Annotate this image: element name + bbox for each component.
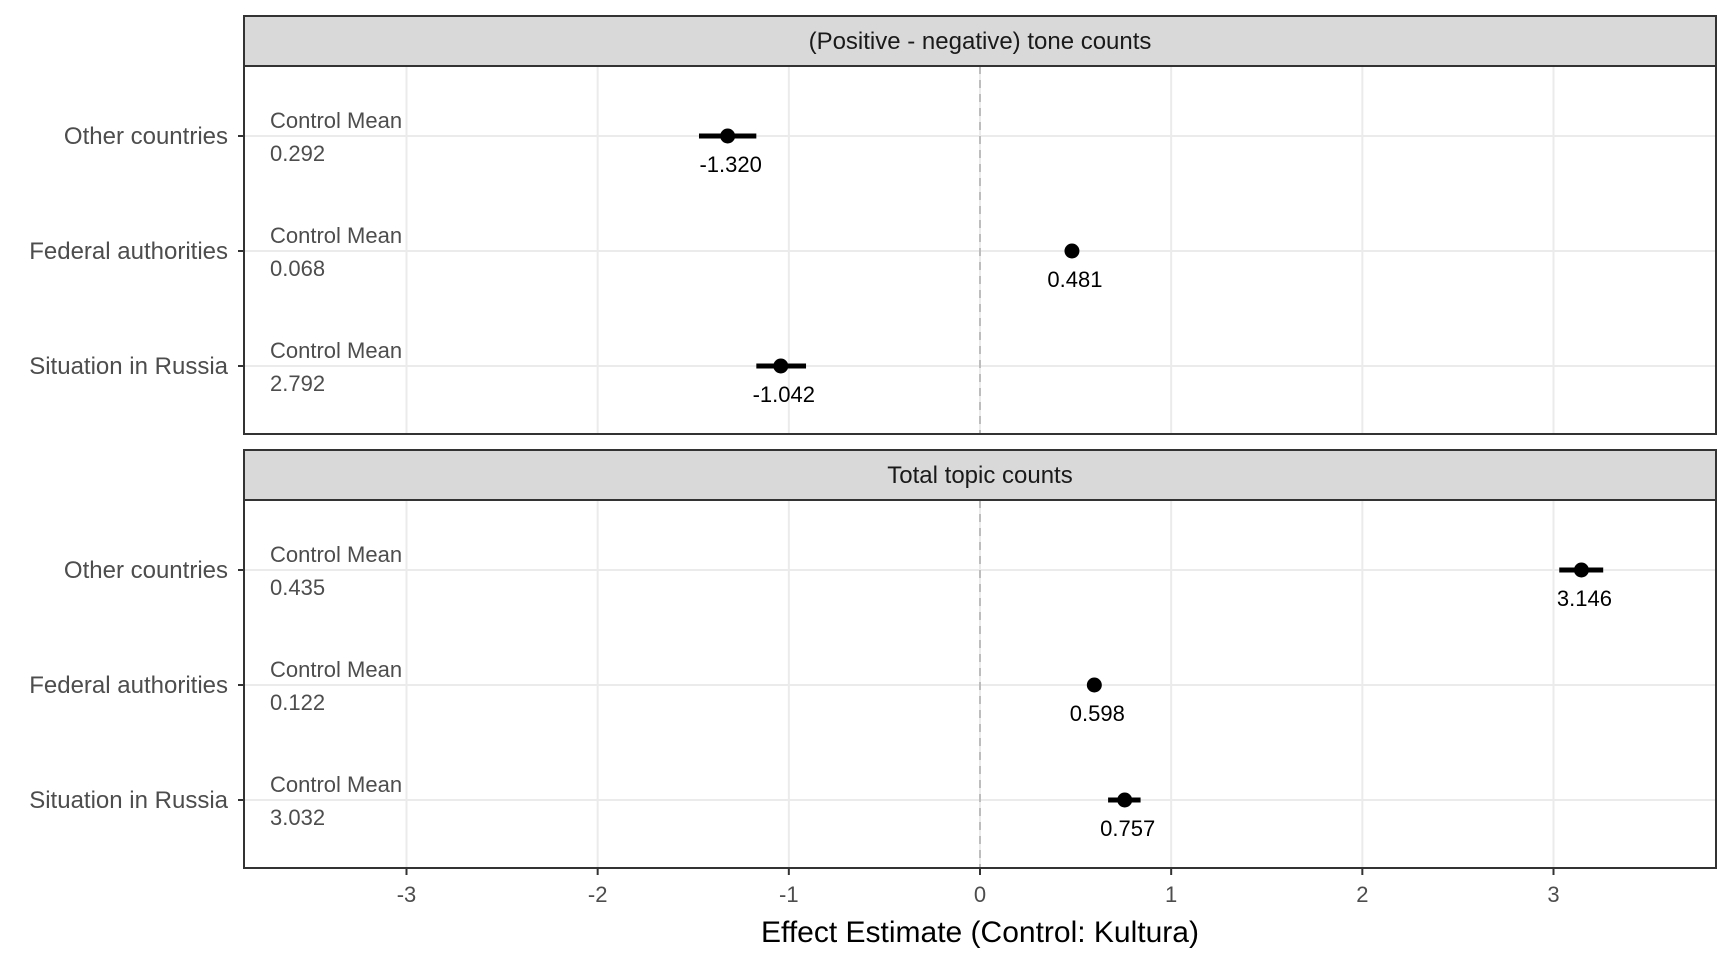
estimate-label: 0.598 <box>1070 701 1125 726</box>
estimate-label: 3.146 <box>1557 586 1612 611</box>
control-mean-value: 3.032 <box>270 805 325 830</box>
control-mean-value: 0.122 <box>270 690 325 715</box>
x-tick-label: 0 <box>974 882 986 907</box>
x-tick-label: -2 <box>588 882 608 907</box>
control-mean-value: 0.068 <box>270 256 325 281</box>
row-label: Federal authorities <box>29 238 228 265</box>
control-mean-value: 0.292 <box>270 141 325 166</box>
control-mean-value: 0.435 <box>270 575 325 600</box>
control-mean-heading: Control Mean <box>270 223 402 248</box>
facet-strip-title: Total topic counts <box>887 462 1072 489</box>
estimate-point <box>1064 243 1080 259</box>
facet-strip <box>243 15 1717 67</box>
x-tick-label: 3 <box>1547 882 1559 907</box>
estimate-label: -1.320 <box>699 152 761 177</box>
control-mean-heading: Control Mean <box>270 338 402 363</box>
x-tick-label: -1 <box>779 882 799 907</box>
estimate-point <box>720 128 736 144</box>
estimate-point <box>1573 562 1589 578</box>
facet-strip-title: (Positive - negative) tone counts <box>809 28 1152 55</box>
row-label: Federal authorities <box>29 672 228 699</box>
estimate-point <box>773 358 789 374</box>
facet-strip <box>243 449 1717 501</box>
row-label: Other countries <box>64 557 228 584</box>
control-mean-heading: Control Mean <box>270 108 402 133</box>
estimate-label: 0.481 <box>1047 267 1102 292</box>
x-tick-label: -3 <box>397 882 417 907</box>
control-mean-heading: Control Mean <box>270 542 402 567</box>
control-mean-value: 2.792 <box>270 371 325 396</box>
estimate-point <box>1117 792 1133 808</box>
x-axis: -3 -2 -1 0 1 2 3 <box>397 868 1560 907</box>
panel-border <box>243 65 1717 435</box>
x-axis-title: Effect Estimate (Control: Kultura) <box>761 916 1199 949</box>
estimate-label: -1.042 <box>753 382 815 407</box>
control-mean-heading: Control Mean <box>270 657 402 682</box>
row-label: Other countries <box>64 123 228 150</box>
estimate-point <box>1086 677 1102 693</box>
x-tick-label: 1 <box>1165 882 1177 907</box>
facet-panel: Total topic counts Other countries Federal… <box>29 449 1717 869</box>
x-tick-label: 2 <box>1356 882 1368 907</box>
estimate-label: 0.757 <box>1100 816 1155 841</box>
control-mean-heading: Control Mean <box>270 772 402 797</box>
facet-panel: (Positive - negative) tone counts Other c… <box>29 15 1717 435</box>
row-label: Situation in Russia <box>29 353 228 380</box>
row-label: Situation in Russia <box>29 787 228 814</box>
panels-layer: (Positive - negative) tone counts Other c… <box>29 15 1717 869</box>
